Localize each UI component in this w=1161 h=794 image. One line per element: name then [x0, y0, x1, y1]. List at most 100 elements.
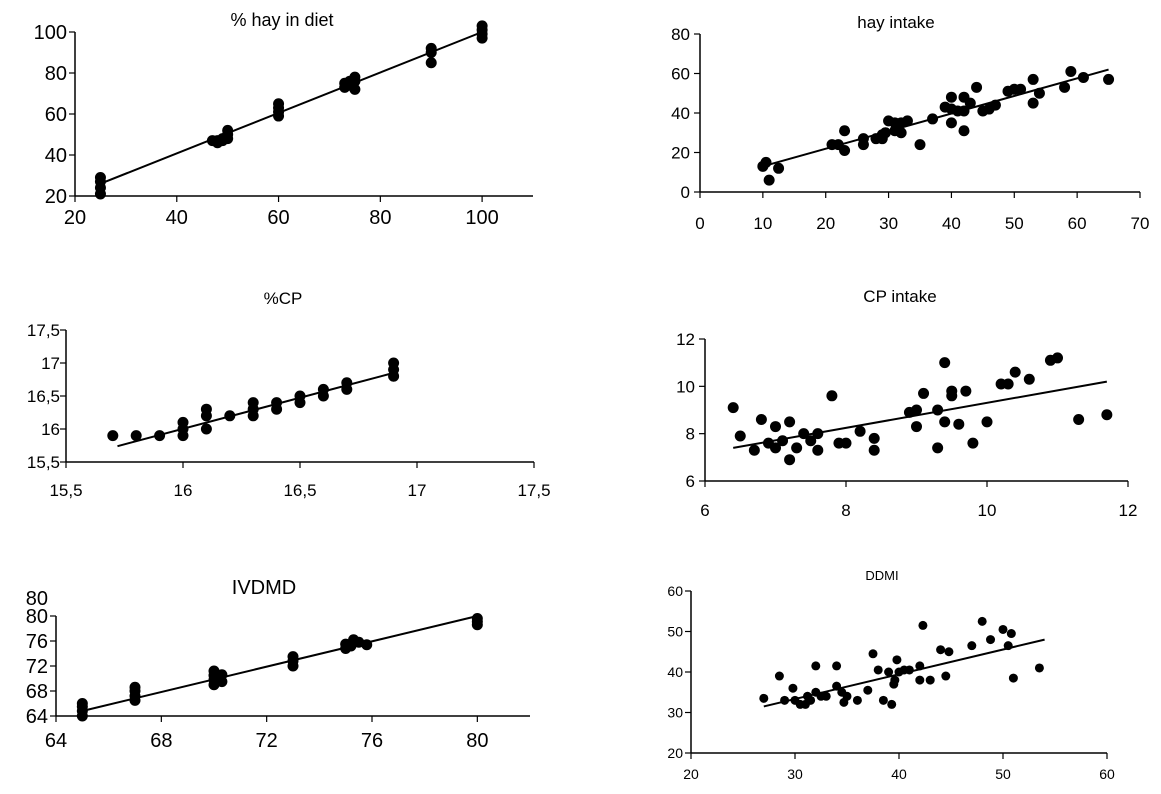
y-tick-label: 80 — [45, 63, 67, 85]
y-tick-label: 76 — [26, 631, 48, 653]
data-point — [1077, 71, 1089, 83]
x-tick-label: 16 — [174, 481, 193, 500]
data-point — [216, 669, 228, 681]
data-point — [914, 139, 926, 151]
data-point — [927, 113, 939, 125]
data-point — [476, 20, 488, 32]
x-tick-label: 64 — [45, 730, 67, 752]
data-point — [842, 691, 852, 701]
data-point — [958, 125, 970, 137]
data-point — [901, 115, 913, 127]
data-point — [1034, 663, 1044, 673]
data-point — [763, 174, 775, 186]
data-point — [981, 416, 993, 428]
data-point — [840, 437, 852, 449]
scatter-panel-2: hay intake 0 10 20 30 40 50 60 70 0 20 40 60 80 — [671, 13, 1149, 233]
data-point — [224, 410, 236, 422]
data-point — [892, 655, 902, 665]
trendline — [82, 615, 478, 712]
y-tick-label: 16,5 — [27, 387, 60, 406]
panel-title: IVDMD — [232, 577, 296, 599]
data-point — [873, 665, 883, 675]
x-tick-label: 80 — [369, 207, 391, 229]
data-point — [294, 390, 306, 402]
data-point — [839, 125, 851, 137]
scatter-panel-4: CP intake 6 8 10 12 6 8 10 12 — [676, 287, 1137, 520]
x-tick-label: 30 — [879, 214, 898, 233]
data-point — [915, 675, 925, 685]
y-tick-label: 68 — [26, 681, 48, 703]
y-tick-label: 17 — [41, 354, 60, 373]
data-point — [946, 385, 958, 397]
x-tick-label: 20 — [816, 214, 835, 233]
y-tick-label: 60 — [671, 64, 690, 83]
data-point — [777, 435, 789, 447]
trendline — [100, 31, 483, 185]
x-tick-label: 60 — [1099, 766, 1115, 782]
data-point — [177, 416, 189, 428]
y-tick-label: 20 — [45, 186, 67, 208]
scatter-panel-6: DDMI 20 30 40 50 60 20 30 40 50 60 — [667, 568, 1115, 782]
data-point — [271, 397, 283, 409]
data-point — [200, 423, 212, 435]
x-tick-label: 30 — [787, 766, 803, 782]
data-point — [1101, 409, 1113, 421]
data-point — [918, 387, 930, 399]
data-point — [734, 430, 746, 442]
data-point — [953, 418, 965, 430]
y-tick-label: 20 — [667, 745, 683, 761]
x-tick-label: 50 — [995, 766, 1011, 782]
data-point — [349, 83, 361, 95]
y-tick-label: 72 — [26, 656, 48, 678]
data-point — [1015, 83, 1027, 95]
x-tick-label: 40 — [942, 214, 961, 233]
x-tick-label: 40 — [166, 207, 188, 229]
x-tick-label: 12 — [1119, 501, 1138, 520]
y-tick-label: 10 — [676, 377, 695, 396]
trendline — [733, 380, 1108, 449]
data-point — [904, 665, 914, 675]
data-point — [287, 651, 299, 663]
y-tick-label: 100 — [34, 22, 67, 44]
x-tick-label: 50 — [1005, 214, 1024, 233]
data-point — [1003, 641, 1013, 651]
y-tick-label: 64 — [26, 706, 48, 728]
x-tick-label: 17 — [408, 481, 427, 500]
data-point — [812, 428, 824, 440]
data-point — [971, 81, 983, 93]
x-tick-label: 15,5 — [49, 481, 82, 500]
data-point — [826, 390, 838, 402]
data-point — [895, 127, 907, 139]
y-tick-label: 60 — [45, 104, 67, 126]
x-tick-label: 16,5 — [283, 481, 316, 500]
data-point — [1023, 373, 1035, 385]
data-point — [1065, 66, 1077, 78]
data-point — [925, 675, 935, 685]
data-point — [887, 699, 897, 709]
data-point — [759, 693, 769, 703]
x-tick-label: 10 — [978, 501, 997, 520]
y-tick-label: 20 — [671, 143, 690, 162]
data-point — [832, 661, 842, 671]
data-point — [247, 397, 259, 409]
x-tick-label: 0 — [695, 214, 704, 233]
x-tick-label: 70 — [1131, 214, 1150, 233]
data-point — [806, 695, 816, 705]
data-point — [1002, 378, 1014, 390]
data-point — [811, 661, 821, 671]
y-tick-label: 6 — [686, 472, 695, 491]
x-tick-label: 60 — [1068, 214, 1087, 233]
data-point — [857, 139, 869, 151]
data-point — [784, 454, 796, 466]
data-point — [812, 444, 824, 456]
data-point — [727, 402, 739, 414]
data-point — [471, 613, 483, 624]
data-point — [1073, 413, 1085, 425]
scatter-panel-3: %CP 15,5 16 16,5 17 17,5 15,5 16 16,5 17 17,5 — [27, 289, 551, 500]
data-point — [130, 430, 142, 442]
data-point — [964, 97, 976, 109]
x-tick-label: 68 — [150, 730, 172, 752]
data-point — [868, 649, 878, 659]
data-point — [989, 99, 1001, 111]
